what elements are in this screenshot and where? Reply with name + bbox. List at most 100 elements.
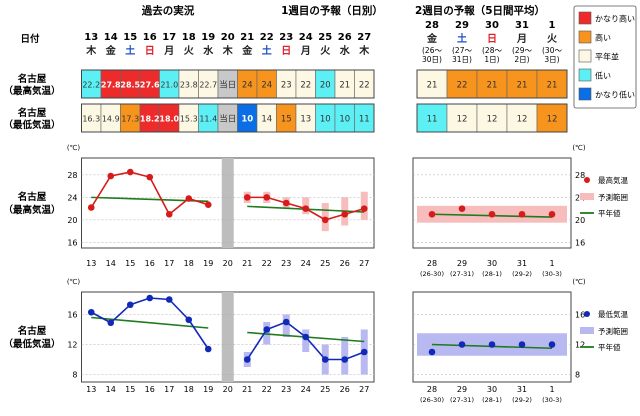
cell-text-max-2: 28.5 — [120, 81, 140, 90]
date-day-27: 27 — [357, 32, 371, 43]
date-weekday-21: 金 — [241, 44, 253, 57]
observed-point-min-2 — [126, 301, 134, 309]
date-day-24: 24 — [299, 32, 313, 43]
row-label-max-city: 名古屋 — [18, 73, 47, 85]
w2-table-border-max — [416, 69, 568, 99]
w2-cell-min-2 — [476, 103, 508, 133]
row-label-max-type: （最高気温） — [3, 85, 60, 97]
today-bar-max — [221, 158, 234, 248]
xtick-min-27: 27 — [359, 385, 369, 394]
legend-swatch-orange — [578, 30, 592, 44]
xtick-max-14: 14 — [106, 259, 116, 268]
ytick-right-max-16: 16 — [575, 238, 585, 247]
cell-text-min-10: 15 — [281, 115, 292, 125]
w2-xtick-min-1: 1 — [549, 385, 554, 394]
xtick-min-21: 21 — [242, 385, 252, 394]
w2-xtick-max-1: 1 — [549, 259, 554, 268]
legend-marker-obs-min — [584, 311, 590, 317]
w2-range-a-30: (28～ — [482, 46, 502, 55]
w2-weekday-30: 日 — [487, 33, 497, 45]
cell-text-min-4: 18.0 — [159, 115, 179, 124]
xtick-max-27: 27 — [359, 259, 369, 268]
forecast-point-min-5 — [341, 356, 349, 363]
w2-point-min-1 — [458, 341, 466, 348]
cell-text-max-8: 24 — [242, 81, 253, 91]
legend-label-red: かなり高い — [595, 14, 635, 24]
w2-xtick-max-30: 30 — [487, 259, 497, 268]
legend-text-normal-min: 平年値 — [598, 342, 621, 352]
legend-text-obs-min: 最低気温 — [598, 309, 628, 319]
forecast-point-min-1 — [263, 326, 271, 333]
xtick-min-18: 18 — [184, 385, 194, 394]
w2-range-a-31: (29～ — [512, 46, 532, 55]
chart-label-city-min: 名古屋 — [18, 325, 47, 337]
ytick-left-min-8: 8 — [72, 371, 77, 380]
date-day-17: 17 — [162, 32, 176, 43]
section-headers: 過去の実況 1週目の予報（日別） 2週目の予報（5日間平均） 日付 — [20, 4, 545, 45]
w2-range-b-30: 1日) — [484, 55, 499, 64]
w2-point-min-4 — [548, 341, 556, 348]
xtick-max-18: 18 — [184, 259, 194, 268]
w2-cell-max-2 — [476, 69, 508, 99]
cell-text-max-5: 23.8 — [180, 81, 198, 90]
date-label: 日付 — [20, 33, 40, 45]
cell-text-max-1: 27.8 — [101, 81, 121, 90]
xtick-max-22: 22 — [262, 259, 272, 268]
observed-point-min-6 — [204, 345, 212, 353]
w2-cell-text-max-2: 21 — [487, 81, 498, 91]
xtick-max-17: 17 — [164, 259, 174, 268]
xtick-min-22: 22 — [262, 385, 272, 394]
w2-range-a-28: (26～ — [422, 46, 442, 55]
forecast-point-max-6 — [360, 205, 368, 212]
ytick-left-max-24: 24 — [67, 193, 77, 202]
w2-xtick-max-29: 29 — [457, 259, 467, 268]
w2-cell-text-max-3: 21 — [517, 81, 528, 91]
w2-range-b-29: 31日) — [452, 55, 472, 64]
w2-range-a-1: (30～ — [542, 46, 562, 55]
xtick-min-20: 20 — [223, 385, 233, 394]
ytick-right-max-28: 28 — [575, 171, 585, 180]
cell-text-min-9: 14 — [261, 115, 272, 125]
w2-cell-text-min-4: 12 — [547, 115, 558, 125]
row-label-min-type: （最低気温） — [3, 119, 60, 131]
table-border-min — [81, 103, 375, 133]
unit-right-max: (℃) — [572, 144, 586, 152]
w2-day-1: 1 — [549, 20, 556, 31]
date-weekday-17: 月 — [163, 45, 174, 57]
w2-xsub-min-29: (27-31) — [450, 396, 474, 404]
date-day-22: 22 — [260, 32, 274, 43]
xtick-max-19: 19 — [203, 259, 213, 268]
cell-text-min-5: 15.3 — [180, 115, 198, 124]
forecast-point-min-6 — [360, 348, 368, 356]
w2-cell-text-max-0: 21 — [427, 81, 438, 91]
date-day-20: 20 — [221, 32, 235, 43]
legend-marker-range-min — [580, 327, 594, 334]
date-day-21: 21 — [240, 32, 254, 43]
cell-text-max-3: 27.6 — [140, 81, 160, 90]
category-table: 名古屋（最高気温）22.2 27.8 28.5 27.6 21.0 23.8 22.7 当日 2… — [3, 69, 568, 133]
ytick-right-min-8: 8 — [575, 371, 580, 380]
w2-point-max-1 — [458, 205, 466, 212]
w2-point-min-3 — [518, 341, 526, 348]
ytick-right-min-16: 16 — [575, 311, 585, 320]
w2-xtick-min-29: 29 — [457, 385, 467, 394]
xtick-min-25: 25 — [320, 385, 330, 394]
cell-text-max-14: 22 — [359, 81, 370, 91]
w2-cell-text-min-2: 12 — [487, 115, 498, 125]
w2-cell-min-1 — [446, 103, 478, 133]
observed-point-max-5 — [185, 195, 193, 202]
w2-cell-min-0 — [416, 103, 448, 133]
header-past: 過去の実況 — [141, 4, 195, 17]
ytick-left-max-28: 28 — [67, 171, 77, 180]
w2-range-b-31: 2日) — [514, 55, 529, 64]
w2-weekday-28: 金 — [426, 32, 438, 45]
w2-weekday-31: 月 — [516, 33, 527, 45]
xtick-max-26: 26 — [340, 259, 350, 268]
w2-xtick-min-30: 30 — [487, 385, 497, 394]
date-weekday-23: 日 — [281, 45, 291, 57]
cell-text-max-13: 21 — [339, 81, 350, 91]
forecast-point-max-2 — [282, 199, 290, 207]
date-day-14: 14 — [104, 32, 118, 43]
legend-label-normal: 平年並 — [595, 52, 619, 62]
